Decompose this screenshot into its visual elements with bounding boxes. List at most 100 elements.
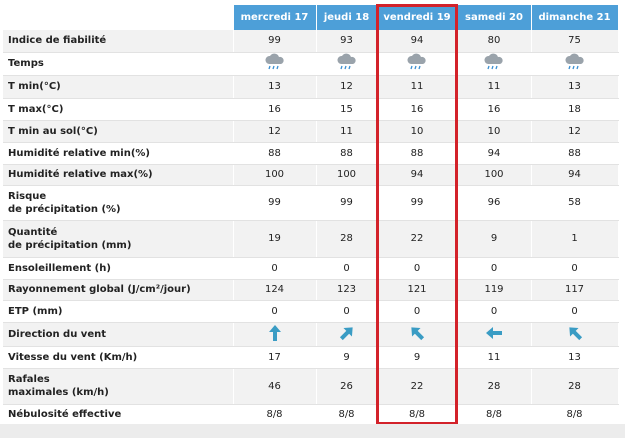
value-cell: 100: [457, 164, 532, 186]
label-line: ETP (mm): [8, 305, 63, 317]
forecast-table: mercredi 17 jeudi 18 vendredi 19 samedi 20 d…: [3, 5, 619, 426]
value-cell: 88: [531, 142, 619, 165]
value-cell: 11: [457, 346, 532, 369]
value-cell: 13: [531, 346, 619, 369]
rain-icon: [484, 53, 503, 70]
row-label: T min(°C): [3, 75, 234, 99]
icon-cell: [316, 322, 378, 347]
label-line: Rayonnement global (J/cm²/jour): [8, 284, 191, 295]
column-header: vendredi 19: [377, 5, 458, 30]
value-cell: 100: [233, 164, 317, 186]
icon-cell: [377, 52, 458, 76]
value-cell: 8/8: [531, 404, 619, 426]
label-line: Quantité: [8, 226, 58, 238]
table-row: T min au sol(°C) 12 11 10 10 12: [3, 120, 619, 143]
table-row: Indice de fiabilité 99 93 94 80 75: [3, 30, 619, 53]
value-cell: 10: [377, 120, 458, 143]
value-cell: 80: [457, 30, 532, 53]
value-cell: 88: [316, 142, 378, 165]
table-row: Vitesse du vent (Km/h) 17 9 9 11 13: [3, 346, 619, 369]
row-label: Rafales maximales (km/h): [3, 368, 234, 405]
value-cell: 0: [233, 300, 317, 323]
value-cell: 0: [531, 300, 619, 323]
value-cell: 0: [377, 300, 458, 323]
value-cell: 12: [233, 120, 317, 143]
rain-icon: [264, 53, 284, 70]
value-cell: 0: [457, 257, 532, 280]
value-cell: 28: [457, 368, 532, 405]
row-label: Nébulosité effective: [3, 404, 234, 426]
value-cell: 9: [377, 346, 458, 369]
rain-icon: [407, 53, 426, 70]
row-label: ETP (mm): [3, 300, 234, 323]
table-row: Direction du vent: [3, 322, 619, 347]
value-cell: 96: [457, 185, 532, 221]
label-line: Indice de fiabilité: [8, 35, 107, 47]
column-header: samedi 20: [457, 5, 532, 30]
table-row: Nébulosité effective 8/8 8/8 8/8 8/8 8/8: [3, 404, 619, 426]
value-cell: 12: [531, 120, 619, 143]
row-label: Temps: [3, 52, 234, 76]
rain-icon: [336, 53, 356, 70]
value-cell: 0: [316, 300, 378, 323]
value-cell: 0: [531, 257, 619, 280]
table-row: Humidité relative max(%) 100 100 94 100 94: [3, 164, 619, 186]
value-cell: 99: [233, 30, 317, 53]
value-cell: 58: [531, 185, 619, 221]
value-cell: 88: [233, 142, 317, 165]
value-cell: 117: [531, 279, 619, 301]
value-cell: 8/8: [457, 404, 532, 426]
row-label: T max(°C): [3, 98, 234, 121]
column-header: dimanche 21: [531, 5, 619, 30]
table-row: T max(°C) 16 15 16 16 18: [3, 98, 619, 121]
wind-arrow: [411, 326, 425, 340]
value-cell: 121: [377, 279, 458, 301]
label-line: Humidité relative max(%): [8, 169, 153, 180]
value-cell: 0: [457, 300, 532, 323]
value-cell: 8/8: [377, 404, 458, 426]
value-cell: 28: [316, 220, 378, 258]
row-label: Humidité relative min(%): [3, 142, 234, 165]
value-cell: 94: [457, 142, 532, 165]
value-cell: 13: [531, 75, 619, 99]
icon-cell: [457, 322, 532, 347]
value-cell: 99: [377, 185, 458, 221]
label-line: de précipitation (mm): [8, 239, 132, 251]
corner: [3, 5, 234, 30]
table-row: Rayonnement global (J/cm²/jour) 124 123 121…: [3, 279, 619, 301]
value-cell: 100: [316, 164, 378, 186]
row-label: Rayonnement global (J/cm²/jour): [3, 279, 234, 301]
row-label: Risque de précipitation (%): [3, 185, 234, 221]
value-cell: 11: [377, 75, 458, 99]
value-cell: 9: [316, 346, 378, 369]
icon-cell: [377, 322, 458, 347]
value-cell: 16: [457, 98, 532, 121]
value-cell: 17: [233, 346, 317, 369]
value-cell: 28: [531, 368, 619, 405]
table-row: Ensoleillement (h) 0 0 0 0 0: [3, 257, 619, 280]
value-cell: 94: [377, 164, 458, 186]
value-cell: 10: [457, 120, 532, 143]
label-line: Temps: [8, 58, 44, 69]
value-cell: 88: [377, 142, 458, 165]
label-line: Humidité relative min(%): [8, 147, 150, 159]
label-line: Risque: [8, 190, 47, 202]
value-cell: 99: [233, 185, 317, 221]
value-cell: 15: [316, 98, 378, 121]
table-row: Quantité de précipitation (mm) 19 28 22 9 1: [3, 220, 619, 258]
value-cell: 8/8: [233, 404, 317, 426]
label-line: Vitesse du vent (Km/h): [8, 351, 138, 363]
label-line: T min(°C): [8, 81, 61, 92]
icon-cell: [233, 322, 317, 347]
wind-arrow: [339, 326, 353, 340]
value-cell: 0: [316, 257, 378, 280]
value-cell: 94: [377, 30, 458, 53]
label-line: Direction du vent: [8, 328, 107, 340]
row-label: Ensoleillement (h): [3, 257, 234, 280]
value-cell: 16: [233, 98, 317, 121]
value-cell: 18: [531, 98, 619, 121]
wind-arrow: [486, 326, 502, 339]
value-cell: 22: [377, 220, 458, 258]
table-row: Temps: [3, 52, 619, 76]
